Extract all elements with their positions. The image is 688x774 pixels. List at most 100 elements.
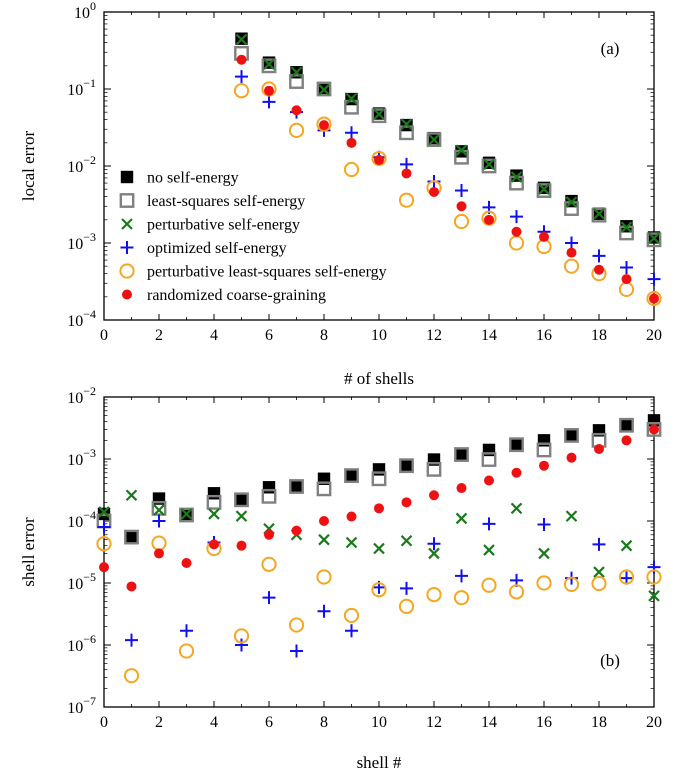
legend-entry-optimized-self-energy: optimized self-energy: [120, 240, 287, 257]
legend-entry-least-squares-self-energy: least-squares self-energy: [119, 193, 305, 210]
least-squares-self-energy-point: [591, 207, 607, 223]
perturbative-self-energy-point: [648, 232, 660, 245]
least-squares-self-energy-point: [646, 422, 662, 437]
perturbative-self-energy-point: [180, 508, 193, 520]
randomized-coarse-graining-point: [456, 201, 467, 212]
perturbative-self-energy-point: [290, 66, 303, 79]
perturbative-self-energy-point: [510, 502, 523, 515]
least-squares-self-energy-point: [509, 437, 524, 453]
randomized-coarse-graining-point: [99, 562, 109, 573]
legend-label: perturbative least-squares self-energy: [147, 264, 387, 281]
panel-label-b: (b): [600, 651, 620, 670]
randomized-coarse-graining-point: [291, 525, 302, 536]
x-tick-label: 2: [155, 714, 163, 731]
perturbative-self-energy-point: [620, 221, 633, 234]
least-squares-self-energy-point: [399, 458, 414, 474]
perturbative-least-squares-self-energy-point: [563, 576, 580, 592]
panel-a: 0 2 4 6 8 10 12 14 16 18 20 10−4 10−3 10−2 10−1 100 (a)…: [19, 0, 662, 388]
least-squares-self-energy-point: [399, 125, 414, 141]
y-axis-label-a: local error: [19, 131, 38, 202]
legend: no self-energy least-squares self-energy p…: [119, 170, 387, 304]
perturbative-least-squares-self-energy-point: [178, 643, 195, 659]
perturbative-least-squares-self-energy-point: [151, 535, 167, 551]
no-self-energy-point: [400, 459, 413, 472]
least-squares-self-energy-point: [619, 417, 634, 433]
randomized-coarse-graining-point: [346, 137, 357, 148]
perturbative-self-energy-point: [648, 590, 660, 602]
perturbative-self-energy-point: [565, 510, 578, 522]
least-squares-self-energy-point: [179, 507, 194, 523]
optimized-self-energy-point: [455, 184, 468, 198]
y-tick-label: 10−4: [67, 508, 96, 531]
optimized-self-energy-point: [620, 261, 633, 275]
least-squares-self-energy-point: [426, 132, 442, 148]
y-tick-label: 10−3: [67, 230, 96, 253]
least-squares-self-energy-point: [344, 99, 359, 115]
randomized-coarse-graining-point: [264, 85, 274, 96]
optimized-self-energy-point: [345, 624, 358, 638]
no-self-energy-point: [262, 481, 276, 494]
optimized-self-energy-point: [235, 70, 248, 84]
perturbative-self-energy-point: [345, 92, 358, 105]
randomized-coarse-graining-point: [484, 214, 494, 225]
optimized-self-energy-point: [537, 517, 551, 531]
x-tick-label: 20: [646, 327, 662, 344]
least-squares-self-energy-point: [234, 492, 249, 508]
x-tick-label: 14: [481, 327, 497, 344]
optimized-self-energy-point: [97, 520, 111, 534]
x-tick-label: 0: [100, 327, 108, 344]
least-squares-self-energy-point: [316, 481, 332, 497]
legend-marker-randomized-coarse-graining: [122, 289, 132, 300]
optimized-self-energy-point: [317, 604, 331, 618]
y-tick-label: 10−2: [67, 153, 96, 176]
least-squares-self-energy-point: [371, 108, 387, 124]
randomized-coarse-graining-point: [319, 516, 329, 526]
randomized-coarse-graining-point: [649, 424, 659, 435]
optimized-self-energy-point: [345, 126, 358, 140]
randomized-coarse-graining-point: [291, 105, 302, 116]
no-self-energy-point: [235, 493, 248, 506]
x-axis-label-b: shell #: [357, 753, 402, 772]
optimized-self-energy-point: [647, 272, 661, 286]
least-squares-self-energy-point: [316, 81, 332, 97]
randomized-coarse-graining-point: [401, 168, 412, 179]
panel-b: 0 2 4 6 8 10 12 14 16 18 20 10−7 10−6 10−5 10−4 10−3 10−…: [19, 384, 662, 772]
optimized-self-energy-point: [427, 537, 441, 551]
perturbative-least-squares-self-energy-point: [536, 575, 552, 591]
randomized-coarse-graining-point: [401, 497, 412, 508]
perturbative-least-squares-self-energy-point: [288, 122, 305, 138]
no-self-energy-point: [207, 487, 221, 500]
randomized-coarse-graining-point: [236, 540, 247, 551]
y-tick-label: 10−3: [67, 446, 96, 469]
optimized-self-energy-point: [180, 624, 193, 638]
x-tick-label: 16: [536, 714, 552, 731]
legend-label: no self-energy: [147, 170, 239, 187]
x-tick-label: 0: [100, 714, 108, 731]
randomized-coarse-graining-point: [126, 581, 137, 592]
legend-label: least-squares self-energy: [147, 193, 305, 210]
perturbative-self-energy-point: [263, 58, 275, 70]
optimized-self-energy-point: [125, 633, 138, 647]
perturbative-least-squares-self-energy-point: [591, 575, 607, 592]
legend-label: randomized coarse-graining: [147, 287, 326, 304]
x-tick-label: 6: [265, 714, 273, 731]
perturbative-least-squares-self-energy-point: [316, 569, 332, 585]
perturbative-least-squares-self-energy-point: [343, 607, 360, 624]
perturbative-least-squares-self-energy-point: [536, 238, 552, 255]
perturbative-self-energy-point: [400, 534, 413, 547]
least-squares-self-energy-point: [564, 428, 579, 443]
legend-label: optimized self-energy: [147, 240, 287, 257]
perturbative-least-squares-self-energy-point: [288, 617, 305, 633]
legend-entry-no-self-energy: no self-energy: [120, 170, 239, 187]
least-squares-self-energy-point: [426, 461, 442, 477]
optimized-self-energy-point: [262, 95, 276, 109]
perturbative-self-energy-point: [125, 489, 138, 502]
least-squares-self-energy-point: [289, 479, 304, 494]
perturbative-self-energy-point: [345, 536, 358, 549]
x-tick-label: 12: [426, 714, 442, 731]
legend-marker-perturbative-self-energy: [121, 218, 133, 230]
least-squares-self-energy-point: [371, 471, 387, 487]
optimized-self-energy-point: [235, 638, 248, 652]
perturbative-least-squares-self-energy-point: [398, 598, 415, 614]
